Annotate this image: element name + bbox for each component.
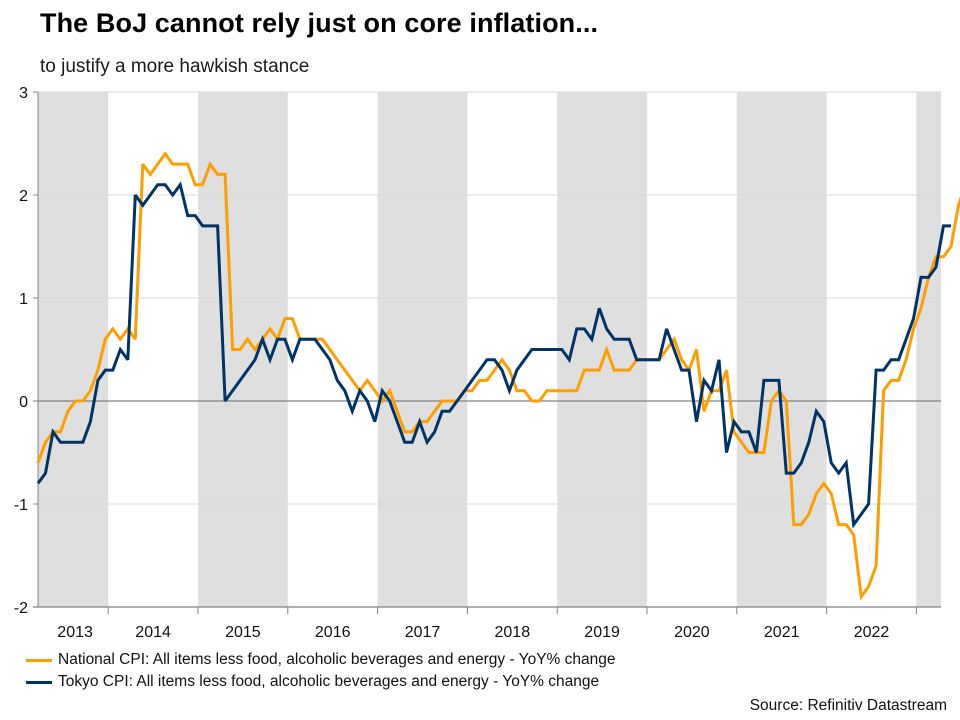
chart-subtitle: to justify a more hawkish stance [40, 56, 310, 77]
chart-title: The BoJ cannot rely just on core inflati… [40, 8, 599, 38]
y-tick-label: 1 [19, 291, 28, 308]
series-line-tokyo [36, 181, 951, 529]
x-tick-label: 2019 [584, 624, 620, 641]
y-tick-label: 0 [19, 394, 28, 411]
legend-swatch-tokyo [26, 680, 52, 684]
x-tick-label: 2020 [674, 624, 710, 641]
legend: National CPI: All items less food, alcoh… [26, 649, 615, 693]
axes [33, 92, 941, 608]
legend-swatch-national [26, 658, 52, 662]
year-band-2021 [736, 92, 827, 607]
legend-label-tokyo: Tokyo CPI: All items less food, alcoholi… [58, 673, 600, 690]
source-note: Source: Refinitiv Datastream [749, 697, 947, 714]
legend-label-national: National CPI: All items less food, alcoh… [58, 651, 616, 668]
year-band-2023 [916, 92, 941, 607]
legend-item-national: National CPI: All items less food, alcoh… [26, 649, 615, 671]
x-tick-label: 2018 [495, 624, 531, 641]
series-lines [36, 151, 960, 601]
legend-item-tokyo: Tokyo CPI: All items less food, alcoholi… [26, 671, 615, 693]
x-tick-label: 2022 [854, 624, 890, 641]
x-tick-label: 2016 [315, 624, 351, 641]
series-line-national [36, 151, 960, 601]
gridlines [38, 91, 941, 505]
x-tick-label: 2021 [764, 624, 800, 641]
y-tick-label: -1 [14, 497, 28, 514]
y-axis-ticks: 3 2 1 0 -1 -2 [14, 85, 38, 617]
y-tick-label: -2 [14, 600, 28, 617]
x-tick-label: 2013 [57, 624, 93, 641]
y-tick-label: 3 [19, 85, 28, 102]
x-tick-label: 2017 [405, 624, 441, 641]
x-axis-ticks: 2013 2014 2015 2016 2017 2018 2019 2020 2021 2022 [57, 607, 917, 641]
year-band-2013 [38, 92, 109, 607]
y-tick-label: 2 [19, 188, 28, 205]
year-shading-bands [38, 92, 941, 607]
x-tick-label: 2015 [225, 624, 261, 641]
year-band-2017 [377, 92, 468, 607]
x-tick-label: 2014 [135, 624, 171, 641]
